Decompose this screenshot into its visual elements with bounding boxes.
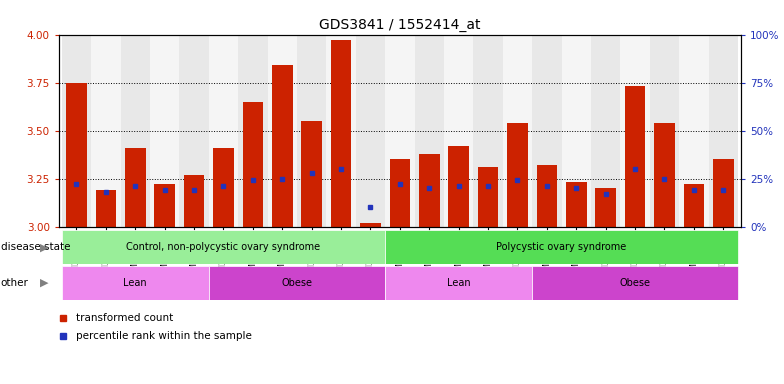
Bar	[125, 148, 146, 227]
Bar	[595, 188, 616, 227]
Text: Control, non-polycystic ovary syndrome: Control, non-polycystic ovary syndrome	[126, 242, 321, 252]
Text: transformed count: transformed count	[76, 313, 174, 323]
Bar	[154, 184, 175, 227]
Bar	[536, 165, 557, 227]
Bar	[238, 35, 267, 227]
Bar	[331, 40, 351, 227]
Bar	[385, 35, 415, 227]
Text: Obese: Obese	[281, 278, 313, 288]
Bar	[267, 35, 297, 227]
Bar	[679, 35, 709, 227]
Text: Obese: Obese	[619, 278, 651, 288]
Bar	[474, 35, 503, 227]
Bar	[507, 123, 528, 227]
Bar	[242, 102, 263, 227]
Bar	[713, 159, 734, 227]
Bar	[620, 35, 650, 227]
Bar	[415, 35, 444, 227]
Title: GDS3841 / 1552414_at: GDS3841 / 1552414_at	[319, 18, 481, 32]
Text: ▶: ▶	[41, 278, 49, 288]
Bar	[121, 35, 150, 227]
Bar	[150, 35, 180, 227]
Text: Lean: Lean	[123, 278, 147, 288]
Bar	[180, 35, 209, 227]
Bar	[272, 65, 292, 227]
Bar	[301, 121, 322, 227]
Bar	[91, 35, 121, 227]
Bar	[625, 86, 645, 227]
Bar	[326, 35, 356, 227]
Bar	[650, 35, 679, 227]
Bar	[503, 35, 532, 227]
Bar	[561, 35, 591, 227]
Bar	[532, 266, 738, 300]
Bar	[360, 223, 381, 227]
Bar	[566, 182, 586, 227]
Bar	[654, 123, 675, 227]
Bar	[66, 83, 87, 227]
Bar	[532, 35, 561, 227]
Bar	[385, 230, 738, 264]
Text: percentile rank within the sample: percentile rank within the sample	[76, 331, 252, 341]
Bar	[96, 190, 116, 227]
Bar	[209, 266, 385, 300]
Bar	[591, 35, 620, 227]
Bar	[385, 266, 532, 300]
Text: other: other	[1, 278, 29, 288]
Text: Polycystic ovary syndrome: Polycystic ovary syndrome	[496, 242, 626, 252]
Bar	[709, 35, 738, 227]
Bar	[209, 35, 238, 227]
Bar	[297, 35, 326, 227]
Bar	[62, 266, 209, 300]
Bar	[448, 146, 469, 227]
Bar	[477, 167, 499, 227]
Bar	[62, 230, 385, 264]
Bar	[62, 35, 91, 227]
Bar	[183, 175, 205, 227]
Text: Lean: Lean	[447, 278, 470, 288]
Bar	[356, 35, 385, 227]
Bar	[444, 35, 474, 227]
Bar	[213, 148, 234, 227]
Bar	[419, 154, 440, 227]
Text: ▶: ▶	[41, 242, 49, 252]
Text: disease state: disease state	[1, 242, 71, 252]
Bar	[684, 184, 704, 227]
Bar	[390, 159, 410, 227]
